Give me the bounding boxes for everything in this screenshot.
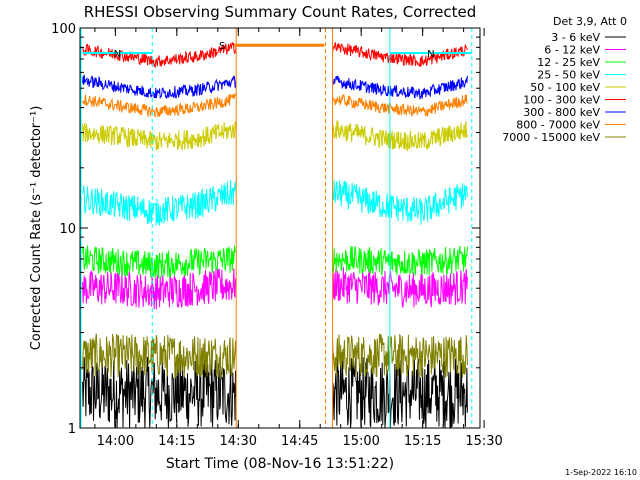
footer-date: 1-Sep-2022 16:10 <box>565 468 637 477</box>
chart-title: RHESSI Observing Summary Count Rates, Co… <box>84 3 477 21</box>
legend-label-5: 50 - 100 keV <box>530 81 600 94</box>
legend-label-7: 300 - 800 keV <box>523 106 600 119</box>
series-line-300-800-kev <box>82 74 468 100</box>
series-line-6-12-kev <box>82 266 468 310</box>
flag-label-n-1: N <box>114 49 121 60</box>
y-tick-label: 1 <box>68 422 76 437</box>
flag-label-s-3: S <box>219 41 225 52</box>
x-tick-label: 14:45 <box>281 434 318 449</box>
x-axis-label: Start Time (08-Nov-16 13:51:22) <box>166 456 394 472</box>
x-tick-label: 15:00 <box>342 434 379 449</box>
series-line-50-100-kev <box>82 120 468 153</box>
legend-label-9: 7000 - 15000 keV <box>502 131 600 144</box>
x-tick-label: 15:30 <box>465 434 502 449</box>
y-tick-label: 100 <box>51 22 76 37</box>
flag-label-n-2: N <box>427 49 434 60</box>
series-line-12-25-kev <box>82 245 468 279</box>
legend-header: Det 3,9, Att 0 <box>553 15 627 28</box>
legend-label-1: 3 - 6 keV <box>551 31 600 44</box>
x-tick-label: 14:15 <box>158 434 195 449</box>
legend-label-2: 6 - 12 keV <box>544 44 600 57</box>
x-tick-label: 15:15 <box>404 434 441 449</box>
legend-label-3: 12 - 25 keV <box>537 56 600 69</box>
series-line-25-50-kev <box>82 179 468 226</box>
series-line-7000-15000-kev <box>82 333 468 379</box>
y-tick-label: 10 <box>59 222 76 237</box>
series-line-100-300-kev <box>82 42 468 69</box>
x-tick-label: 14:00 <box>97 434 134 449</box>
series-line-800-7000-kev <box>82 93 468 118</box>
legend-label-8: 800 - 7000 keV <box>516 119 600 132</box>
legend-label-4: 25 - 50 keV <box>537 69 600 82</box>
y-axis-label: Corrected Count Rate (s⁻¹ detector⁻¹) <box>29 106 44 351</box>
series-line-3-6-kev <box>82 356 468 429</box>
legend-label-6: 100 - 300 keV <box>523 94 600 107</box>
x-tick-label: 14:30 <box>220 434 257 449</box>
